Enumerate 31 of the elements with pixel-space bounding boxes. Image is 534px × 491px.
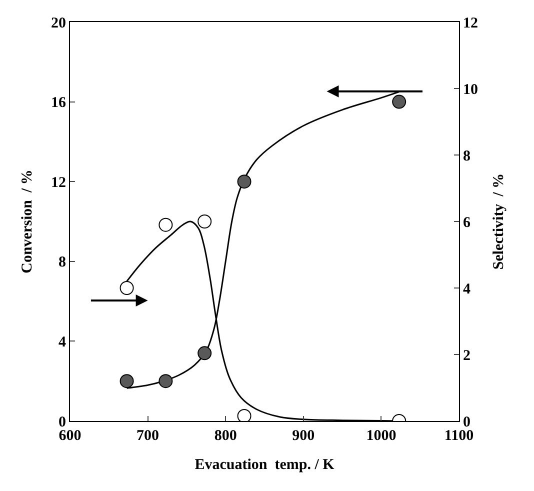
point bbox=[392, 94, 406, 109]
x-tick-label: 900 bbox=[292, 428, 315, 444]
x-tick-label: 800 bbox=[214, 428, 237, 444]
y-tick-label: 0 bbox=[58, 414, 66, 430]
y-tick-label: 8 bbox=[58, 254, 66, 271]
y2-tick-label: 2 bbox=[463, 348, 470, 364]
x-tick-label: 1100 bbox=[444, 428, 474, 444]
y2-tick-label: 4 bbox=[463, 281, 471, 298]
y-tick-label: 16 bbox=[51, 95, 66, 112]
point bbox=[198, 214, 212, 228]
point bbox=[198, 346, 212, 360]
point bbox=[237, 409, 252, 421]
x-tick-label: 1000 bbox=[366, 428, 396, 444]
y2-axis-title: Selectivity / % bbox=[491, 173, 507, 270]
y-tick-label: 12 bbox=[51, 174, 66, 191]
point bbox=[120, 281, 134, 295]
y2-tick-label: 6 bbox=[463, 214, 471, 231]
point bbox=[120, 374, 134, 388]
y2-tick-label: 0 bbox=[463, 414, 470, 430]
point bbox=[158, 218, 173, 232]
point bbox=[237, 174, 252, 189]
x-tick-label: 700 bbox=[136, 428, 160, 444]
y-tick-label: 4 bbox=[58, 334, 66, 350]
point bbox=[158, 374, 173, 388]
y2-tick-label: 10 bbox=[463, 82, 478, 98]
y-tick-label: 20 bbox=[51, 15, 66, 32]
y-axis-title: Conversion / % bbox=[19, 170, 36, 274]
x-axis-title: Evacuation temp. / K bbox=[194, 457, 335, 473]
x-tick-label: 600 bbox=[58, 428, 82, 444]
y2-tick-label: 8 bbox=[463, 148, 470, 164]
y2-tick-label: 12 bbox=[463, 15, 478, 32]
